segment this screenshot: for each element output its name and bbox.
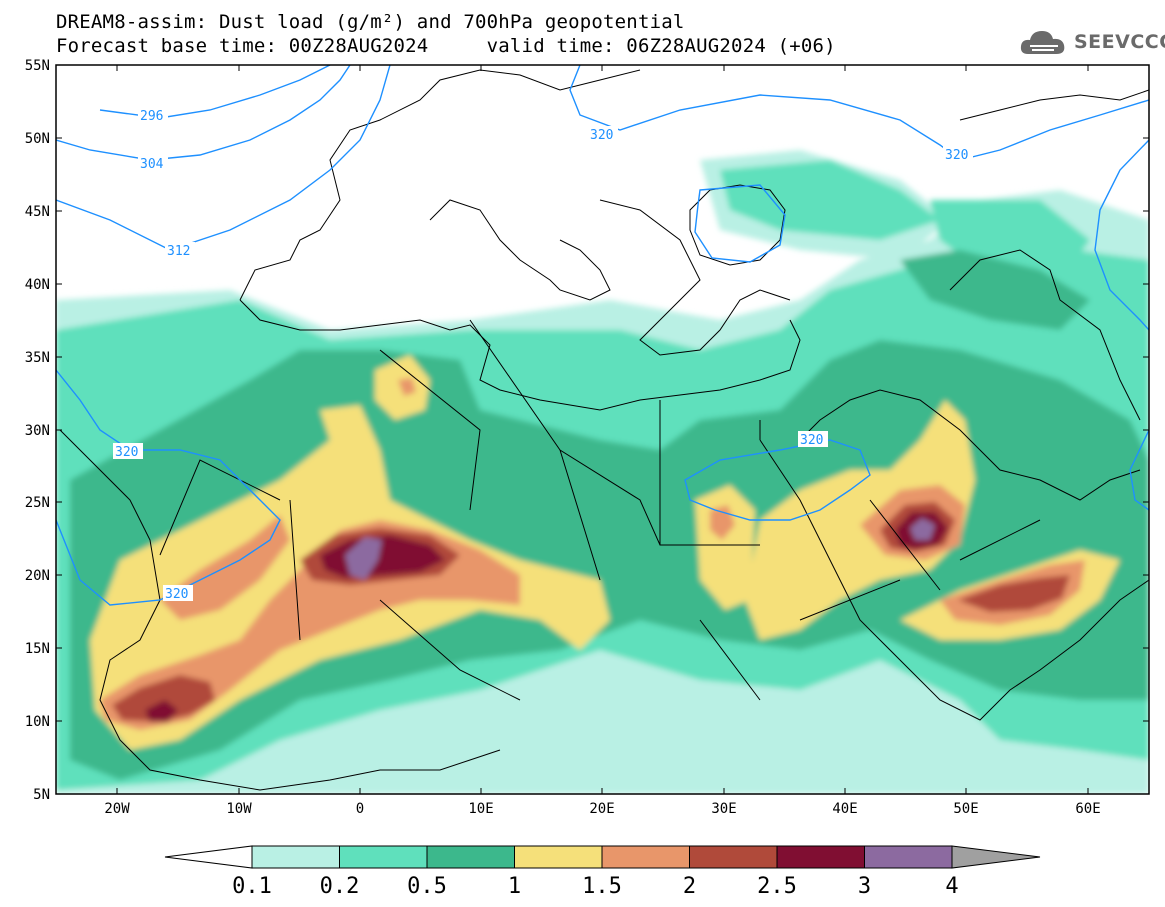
- lat-label-25n: 25N: [25, 495, 50, 511]
- lat-label-50n: 50N: [25, 131, 50, 147]
- colorbar-cell-6: [689, 845, 778, 869]
- contour-label-320-mideast: 320: [800, 433, 823, 448]
- colorbar-over-arrow: [951, 845, 1041, 869]
- contour-label-312: 312: [167, 244, 190, 259]
- seevccc-logo: SEEVCCC: [1018, 25, 1165, 59]
- colorbar-cell-4: [514, 845, 603, 869]
- colorbar: 0.1 0.2 0.5 1 1.5 2 2.5 3 4: [164, 845, 1041, 899]
- lon-label-0: 0: [356, 801, 364, 817]
- lon-label-50e: 50E: [953, 801, 978, 817]
- map-title-line-2: Forecast base time: 00Z28AUG2024 valid t…: [56, 35, 836, 57]
- colorbar-cell-1: [251, 845, 340, 869]
- colorbar-under-arrow: [164, 845, 253, 869]
- contour-label-296: 296: [140, 109, 163, 124]
- lon-label-20w: 20W: [104, 801, 130, 817]
- lat-label-40n: 40N: [25, 277, 50, 293]
- lon-label-60e: 60E: [1075, 801, 1100, 817]
- contour-label-304: 304: [140, 157, 164, 172]
- colorbar-label-9: 4: [945, 874, 958, 899]
- map-title-line-1: DREAM8-assim: Dust load (g/m²) and 700hP…: [56, 11, 685, 33]
- colorbar-label-2: 0.2: [320, 874, 360, 899]
- lat-label-45n: 45N: [25, 204, 50, 220]
- lon-label-40e: 40E: [832, 801, 857, 817]
- colorbar-cell-2: [339, 845, 428, 869]
- colorbar-label-7: 2.5: [757, 874, 797, 899]
- colorbar-cell-3: [426, 845, 515, 869]
- lat-label-55n: 55N: [25, 58, 50, 74]
- colorbar-cell-7: [776, 845, 865, 869]
- longitude-labels: 20W 10W 0 10E 20E 30E 40E 50E 60E: [104, 801, 1100, 817]
- latitude-labels: 55N 50N 45N 40N 35N 30N 25N 20N 15N 10N …: [25, 58, 50, 803]
- logo-text: SEEVCCC: [1074, 31, 1165, 53]
- contour-label-320-sahara: 320: [165, 587, 188, 602]
- colorbar-label-1: 0.1: [232, 874, 272, 899]
- lon-label-30e: 30E: [711, 801, 736, 817]
- lat-label-15n: 15N: [25, 641, 50, 657]
- lon-label-20e: 20E: [589, 801, 614, 817]
- lat-label-5n: 5N: [33, 787, 50, 803]
- contour-label-320-west: 320: [115, 445, 138, 460]
- contour-label-320-east: 320: [945, 148, 968, 163]
- colorbar-label-8: 3: [858, 874, 871, 899]
- contour-labels: 296 304 312 320 320 320 320 320: [113, 107, 973, 602]
- coastlines: [59, 69, 1149, 791]
- colorbar-cell-5: [601, 845, 690, 869]
- colorbar-label-5: 1.5: [582, 874, 622, 899]
- lat-label-35n: 35N: [25, 350, 50, 366]
- colorbar-label-4: 1: [508, 874, 521, 899]
- dust-field: 296 304 312 320 320 320 320 320: [56, 65, 1149, 794]
- cloud-icon: [1020, 31, 1065, 54]
- contour-label-320-north: 320: [590, 128, 613, 143]
- lon-label-10w: 10W: [226, 801, 252, 817]
- axis-ticks: [56, 64, 1149, 794]
- lat-label-30n: 30N: [25, 423, 50, 439]
- colorbar-cell-8: [864, 845, 953, 869]
- colorbar-label-3: 0.5: [407, 874, 447, 899]
- lat-label-20n: 20N: [25, 568, 50, 584]
- lon-label-10e: 10E: [468, 801, 493, 817]
- colorbar-label-6: 2: [683, 874, 696, 899]
- lat-label-10n: 10N: [25, 714, 50, 730]
